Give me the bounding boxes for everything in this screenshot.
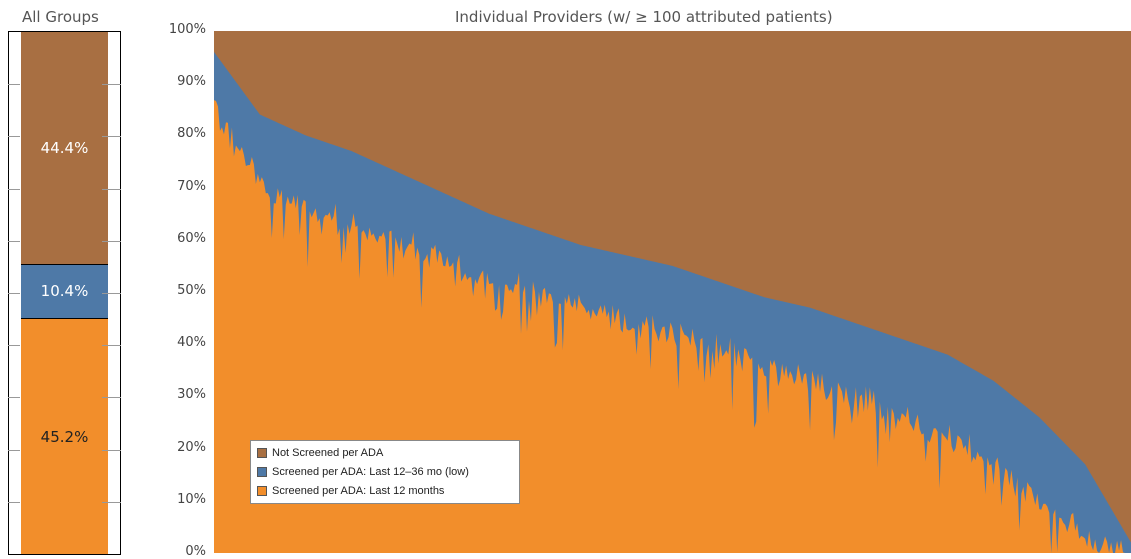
legend-label-screened-12: Screened per ADA: Last 12 months [272,485,445,497]
providers-title: Individual Providers (w/ ≥ 100 attribute… [455,8,833,26]
y-tick-label: 70% [177,178,206,194]
all-groups-gridline [8,188,20,190]
all-groups-gridline [8,136,20,138]
area-screened-12 [214,100,1131,553]
all-groups-gridline [8,449,20,451]
legend: Not Screened per ADA Screened per ADA: L… [250,440,520,504]
all-groups-gridline [102,397,121,399]
all-groups-gridline [102,136,121,138]
all-groups-gridline [102,345,121,347]
y-tick-label: 40% [177,335,206,351]
all-groups-segment-label: 44.4% [40,138,89,157]
legend-item-not-screened: Not Screened per ADA [257,446,383,460]
all-groups-gridline [8,240,20,242]
all-groups-chart: 45.2% 10.4% 44.4% [8,31,121,555]
all-groups-gridline [8,84,20,86]
y-tick-label: 80% [177,126,206,142]
legend-item-screened-12: Screened per ADA: Last 12 months [257,484,444,498]
all-groups-title: All Groups [22,8,99,26]
legend-swatch-screened-12-36 [257,467,267,477]
all-groups-segment-label: 45.2% [40,427,89,446]
all-groups-segment: 44.4% [21,32,108,264]
y-tick-label: 90% [177,74,206,90]
all-groups-gridline [102,501,121,503]
all-groups-gridline [102,240,121,242]
all-groups-segment: 45.2% [21,318,108,554]
y-tick-label: 50% [177,283,206,298]
legend-swatch-not-screened [257,448,267,458]
legend-label-screened-12-36: Screened per ADA: Last 12–36 mo (low) [272,466,469,478]
all-groups-gridline [8,293,20,294]
all-groups-gridline [102,188,121,190]
all-groups-gridline [8,501,20,503]
all-groups-segment: 10.4% [21,263,108,319]
y-tick-label: 0% [185,544,206,559]
legend-label-not-screened: Not Screened per ADA [272,447,384,459]
all-groups-gridline [8,345,20,347]
y-tick-label: 100% [168,22,206,37]
y-tick-label: 20% [177,439,206,455]
all-groups-gridline [102,84,121,86]
all-groups-gridline [8,397,20,399]
legend-item-screened-12-36: Screened per ADA: Last 12–36 mo (low) [257,465,469,479]
y-tick-label: 60% [177,230,206,246]
all-groups-segment-label: 10.4% [40,282,89,301]
y-tick-label: 10% [177,491,206,507]
all-groups-stacked-bar: 45.2% 10.4% 44.4% [21,32,108,554]
all-groups-gridline [102,293,121,294]
all-groups-gridline [102,449,121,451]
y-tick-label: 30% [177,387,206,403]
providers-area-chart [214,31,1131,553]
legend-swatch-screened-12 [257,486,267,496]
